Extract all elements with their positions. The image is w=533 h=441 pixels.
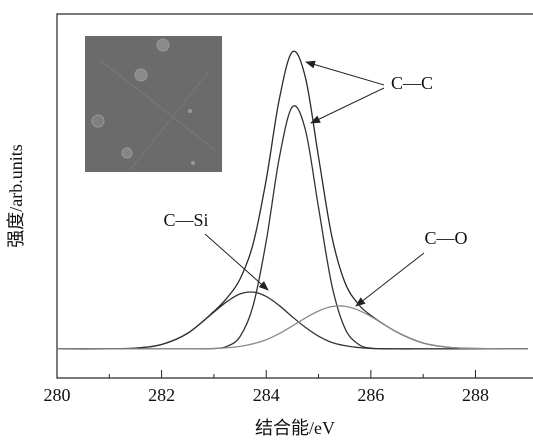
x-axis-label: 结合能/eV xyxy=(255,418,335,438)
inset-image xyxy=(85,36,222,172)
x-tick-label: 282 xyxy=(148,385,175,405)
annotation: C—C xyxy=(391,73,433,93)
curve xyxy=(56,291,528,350)
x-tick-label: 286 xyxy=(357,385,384,405)
x-tick-label: 280 xyxy=(44,385,71,405)
annotation: C—Si xyxy=(163,210,208,230)
plot-frame xyxy=(56,13,533,379)
curve xyxy=(57,305,528,350)
x-tick-label: 284 xyxy=(253,385,280,405)
annotation: C—O xyxy=(424,228,467,248)
annotation-arrows xyxy=(204,60,425,307)
x-tick-label: 288 xyxy=(462,385,489,405)
y-axis-label: 强度/arb.units xyxy=(6,144,26,248)
